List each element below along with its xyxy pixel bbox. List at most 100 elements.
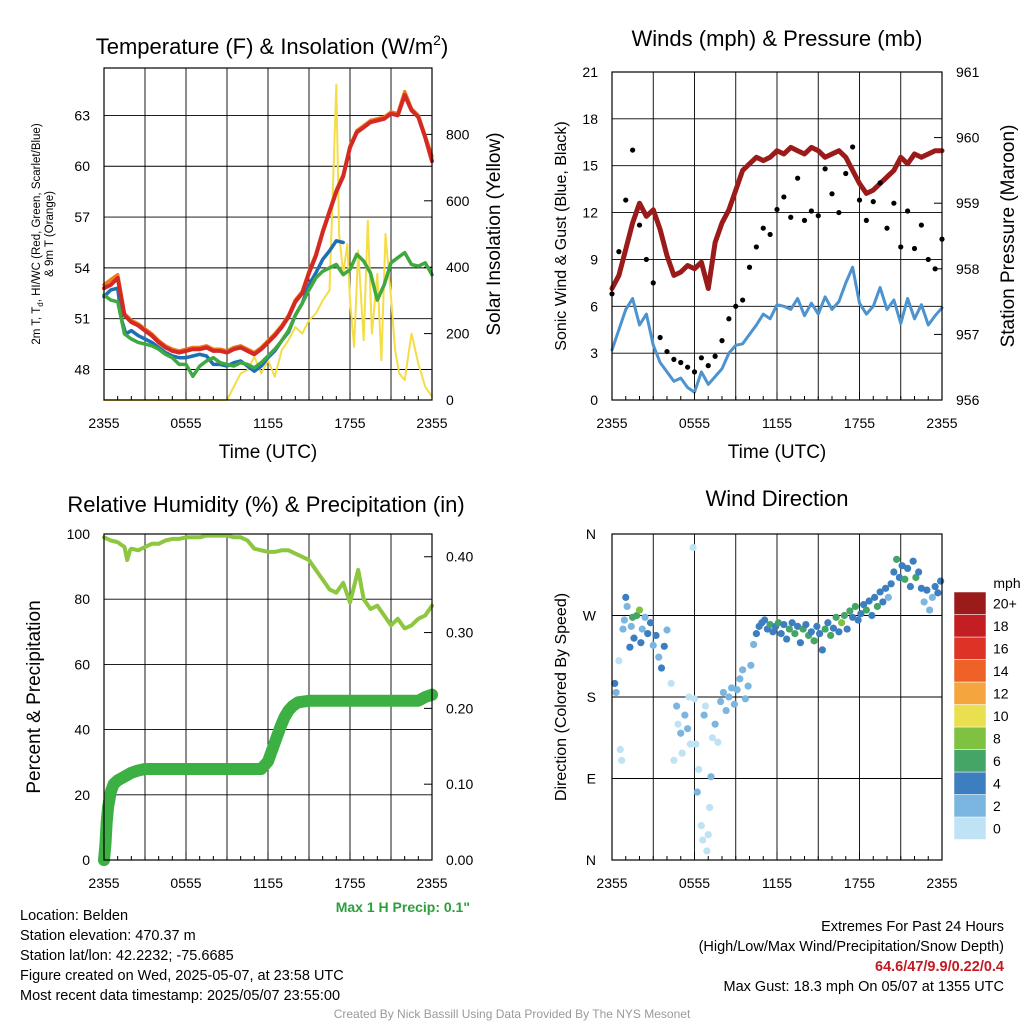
wind-direction-point (717, 697, 725, 706)
x-tick-label: 1155 (253, 875, 283, 891)
wind-direction-point (660, 642, 668, 650)
wind-direction-point (657, 664, 666, 672)
wind-direction-point (802, 620, 810, 629)
gust-point (726, 316, 732, 322)
extremes-title: Extremes For Past 24 Hours (821, 919, 1004, 935)
wind-direction-point (879, 598, 887, 606)
wind-direction-point (677, 729, 685, 737)
colorbar-label: 20+ (993, 595, 1017, 611)
station-elevation: Station elevation: 470.37 m (20, 928, 196, 944)
wind-direction-point (623, 602, 631, 611)
x-tick-label: 1155 (762, 415, 792, 431)
x-tick-label: 2355 (596, 415, 627, 431)
gust-point (616, 249, 622, 255)
wind-direction-point (627, 622, 635, 630)
gust-point (836, 209, 842, 216)
x-tick-label: 2355 (416, 415, 447, 431)
y-tick-label: 60 (74, 158, 90, 174)
y-tick-label: 63 (74, 107, 90, 123)
wind-direction-point (860, 601, 868, 609)
gust-point (884, 225, 890, 231)
wind-direction-point (901, 575, 909, 583)
y2-tick-label: 961 (956, 64, 980, 80)
x-axis-label: Time (UTC) (219, 442, 318, 463)
y2-axis-label: Station Pressure (Maroon) (998, 125, 1019, 348)
wind-direction-point (744, 682, 752, 690)
wind-direction-point (670, 756, 678, 764)
wind-direction-point (928, 593, 936, 601)
y-tick-label: 0 (82, 852, 90, 868)
wind-direction-point (934, 589, 942, 597)
gust-point (733, 303, 739, 309)
y-tick-label: N (586, 526, 596, 542)
wind-direction-point (690, 695, 699, 703)
y2-tick-label: 800 (446, 126, 470, 142)
y2-tick-label: 958 (956, 261, 980, 277)
wind-direction-point (882, 584, 890, 592)
gust-point (795, 175, 801, 181)
panel-2: 0 3 6 9 12 15 18 21 956 957 958 959 960 961 2355 0555 11… (553, 26, 1019, 463)
gust-point (870, 199, 876, 205)
wind-direction-point (890, 568, 898, 576)
wind-direction-point (926, 606, 934, 614)
colorbar-swatch (953, 816, 987, 840)
y2-tick-label: 200 (446, 326, 470, 342)
y-tick-label: 12 (582, 205, 598, 221)
wind-direction-point (630, 634, 638, 642)
x-tick-label: 0555 (170, 875, 201, 891)
x-tick-label: 1755 (334, 875, 365, 891)
y-tick-label: 0 (590, 392, 598, 408)
gust-point (891, 200, 897, 206)
y-axis-label: Percent & Precipitation (24, 600, 45, 793)
y2-tick-label: 0.20 (446, 700, 473, 716)
wind-direction-point (796, 639, 804, 647)
gust-point (863, 217, 869, 223)
y-tick-label: 40 (74, 722, 90, 738)
gust-point (877, 180, 883, 186)
gust-point (774, 206, 780, 213)
wind-direction-point (857, 610, 865, 618)
wind-direction-point (684, 725, 692, 733)
y-axis-label: Sonic Wind & Gust (Blue, Black) (553, 121, 570, 350)
wind-direction-point (871, 593, 879, 601)
wind-direction-point (719, 688, 727, 697)
wind-direction-point (788, 619, 796, 627)
credit-line: Created By Nick Bassill Using Data Provi… (333, 1007, 691, 1021)
wind-direction-point (618, 756, 626, 764)
wind-direction-point (816, 630, 824, 638)
gust-point (898, 244, 904, 250)
gust-point (788, 214, 794, 220)
wind-direction-point (876, 588, 884, 596)
y2-tick-label: 400 (446, 259, 470, 275)
y-axis-label: Direction (Colored By Speed) (553, 593, 570, 801)
wind-direction-point (854, 616, 862, 624)
wind-direction-point (915, 568, 923, 576)
wind-direction-point (663, 626, 671, 634)
gust-point (822, 166, 828, 172)
colorbar-label: 4 (993, 775, 1001, 791)
wind-direction-point (920, 598, 928, 606)
y2-tick-label: 600 (446, 193, 470, 209)
wind-direction-point (733, 686, 741, 694)
gust-point (911, 245, 918, 252)
gust-point (767, 231, 773, 238)
wind-direction-point (895, 573, 903, 582)
y-tick-label: 80 (74, 591, 90, 607)
wind-direction-point (931, 582, 939, 591)
x-tick-label: 2355 (596, 875, 627, 891)
gust-point (643, 256, 649, 263)
gust-point (623, 197, 629, 203)
wind-direction-point (835, 628, 843, 636)
colorbar-swatch (953, 659, 987, 683)
gust-point (740, 297, 746, 303)
gust-point (705, 363, 711, 369)
wind-direction-point (884, 593, 892, 601)
wind-direction-point (667, 679, 675, 688)
series-sonic-wind-line (610, 265, 944, 394)
figure-created: Figure created on Wed, 2025-05-07, at 23… (20, 968, 344, 984)
wind-direction-point (832, 613, 840, 621)
wind-direction-point (818, 646, 826, 654)
series-precipitation-line (98, 688, 438, 866)
gust-point (719, 338, 725, 344)
wind-direction-point (686, 740, 694, 748)
